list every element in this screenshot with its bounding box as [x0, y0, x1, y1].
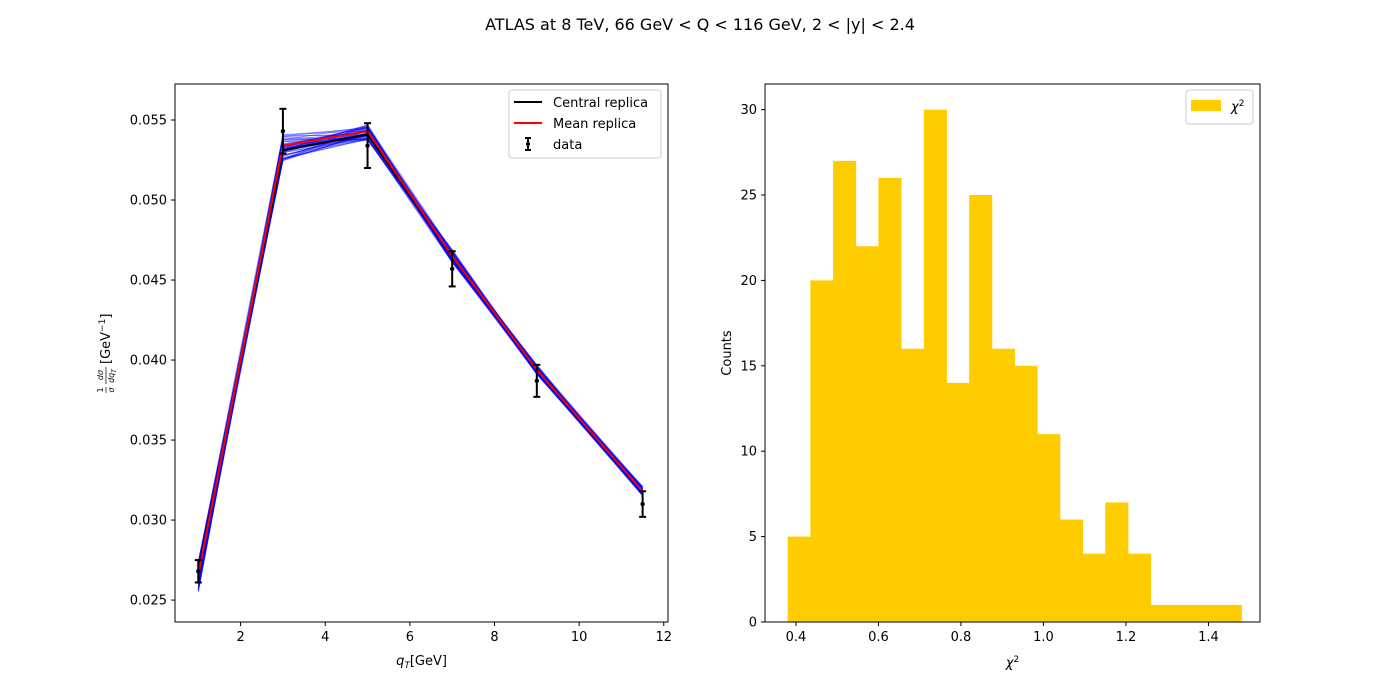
x-axis-ticks: 2 4 6 8 10 12 — [236, 622, 672, 645]
histogram-bar — [855, 246, 879, 622]
replica-line — [197, 138, 643, 585]
histogram-bar — [991, 348, 1015, 622]
y-tick-label: 30 — [740, 103, 757, 118]
histogram-bar — [1014, 365, 1038, 622]
replica-line — [197, 134, 643, 569]
x-axis-ticks: 0.4 0.6 0.8 1.0 1.2 1.4 — [786, 622, 1219, 645]
legend-central-label: Central replica — [553, 96, 648, 111]
histogram-bar — [1037, 434, 1061, 622]
x-tick-label: 0.4 — [786, 630, 807, 645]
legend-chi2-label: χ2 — [1230, 99, 1244, 115]
histogram-bar — [787, 536, 811, 622]
x-tick-label: 8 — [490, 630, 498, 645]
x-tick-label: 0.6 — [868, 630, 889, 645]
legend-box — [508, 89, 662, 159]
axes-frame — [174, 83, 669, 623]
data-point — [533, 363, 541, 398]
y-tick-label: 25 — [740, 189, 757, 204]
y-tick-label: 0.025 — [130, 594, 167, 609]
y-tick-label: 0.050 — [130, 194, 167, 209]
y-tick-label: 10 — [740, 445, 757, 460]
mean-replica-line — [197, 130, 644, 575]
y-tick-label: 0 — [749, 616, 757, 631]
y-axis-ticks: 0 5 10 15 20 25 30 — [740, 103, 765, 631]
x-tick-label: 1.0 — [1033, 630, 1054, 645]
histogram-bar — [1196, 604, 1220, 622]
histogram-bar — [969, 195, 993, 622]
qt-distribution-panel: 2 4 6 8 10 12 0.0250.0300.0350.0400.0450.0500… — [96, 83, 672, 671]
axes-frame — [764, 83, 1261, 623]
legend-chi2-swatch — [1191, 100, 1221, 111]
y-tick-label: 0.030 — [130, 514, 167, 529]
histogram-bar — [1128, 553, 1152, 622]
data-point — [279, 107, 287, 155]
svg-text:σ: σ — [107, 387, 116, 393]
histogram-bar — [1218, 604, 1242, 622]
histogram-bar — [833, 160, 857, 623]
histogram-bar — [1082, 553, 1106, 622]
histogram-bar — [1059, 519, 1084, 622]
x-tick-label: 4 — [321, 630, 329, 645]
data-point — [364, 122, 372, 170]
x-tick-label: 12 — [655, 630, 672, 645]
y-tick-label: 0.035 — [130, 434, 167, 449]
replica-line — [197, 133, 643, 584]
y-axis-label: Counts — [720, 330, 735, 376]
y-axis-ticks: 0.025 0.030 0.035 0.040 0.045 0.050 0.055 — [130, 114, 175, 609]
svg-text:[GeV−1]: [GeV−1] — [98, 314, 114, 364]
data-point — [448, 250, 456, 288]
x-tick-label: 10 — [571, 630, 588, 645]
replica-line — [197, 135, 643, 584]
x-tick-label: 1.2 — [1116, 630, 1137, 645]
svg-text:1: 1 — [96, 387, 105, 392]
histogram-bar — [810, 280, 834, 622]
histogram-bar — [1173, 604, 1197, 622]
chi2-histogram-panel: 0.4 0.6 0.8 1.0 1.2 1.4 0 5 10 15 20 25 30 χ2 Count… — [720, 83, 1261, 671]
x-tick-label: 0.8 — [951, 630, 972, 645]
y-tick-label: 5 — [749, 530, 757, 545]
y-tick-label: 20 — [740, 274, 757, 289]
data-point — [194, 559, 202, 584]
x-tick-label: 6 — [406, 630, 414, 645]
x-tick-label: 2 — [236, 630, 244, 645]
svg-text:dσ: dσ — [96, 369, 105, 380]
y-tick-label: 0.045 — [130, 274, 167, 289]
data-points — [194, 107, 647, 584]
legend: χ2 — [1185, 89, 1254, 125]
plot-area — [175, 84, 668, 622]
histogram-bars — [787, 109, 1242, 623]
y-tick-label: 15 — [740, 359, 757, 374]
y-axis-label: 1 σ dσ dqT [GeV−1] — [96, 314, 118, 393]
legend-data-label: data — [553, 138, 582, 153]
histogram-bar — [1150, 604, 1174, 622]
figure-title: ATLAS at 8 TeV, 66 GeV < Q < 116 GeV, 2 … — [485, 15, 915, 34]
replica-line — [197, 133, 643, 567]
legend-mean-label: Mean replica — [553, 117, 636, 132]
histogram-bar — [878, 177, 902, 622]
summary-lines — [197, 130, 644, 575]
data-point — [639, 490, 647, 518]
x-axis-label: χ2 — [1005, 655, 1019, 671]
histogram-bar — [901, 348, 925, 622]
histogram-bar — [923, 109, 947, 623]
legend-data-swatch — [525, 137, 531, 151]
y-tick-label: 0.040 — [130, 354, 167, 369]
legend: Central replica Mean replica data — [508, 89, 662, 159]
svg-text:dqT: dqT — [107, 368, 118, 383]
x-tick-label: 1.4 — [1198, 630, 1219, 645]
histogram-bar — [946, 382, 970, 622]
y-tick-label: 0.055 — [130, 114, 167, 129]
histogram-bar — [1105, 502, 1129, 622]
x-axis-label: qT[GeV] — [396, 654, 447, 671]
